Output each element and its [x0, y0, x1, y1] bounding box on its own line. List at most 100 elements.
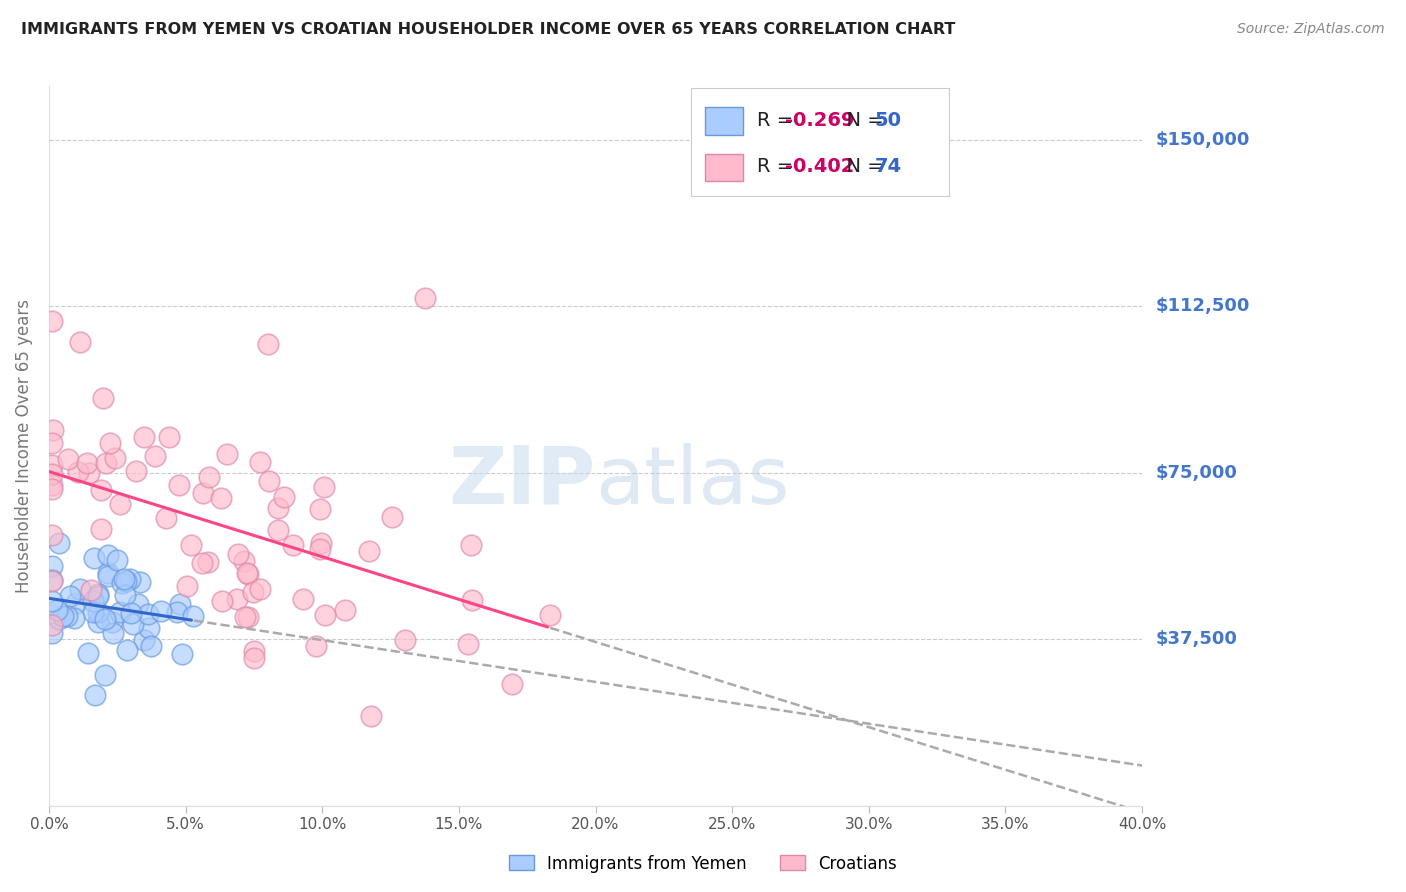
- Point: [80, 582, 103, 597]
- Point: [82, 594, 104, 608]
- Point: [238, 567, 260, 582]
- Text: 50: 50: [875, 111, 901, 129]
- Point: [77, 466, 100, 480]
- Point: [267, 523, 290, 537]
- Point: [48, 536, 70, 550]
- Point: [281, 538, 304, 552]
- Point: [225, 591, 247, 606]
- Point: [333, 603, 356, 617]
- Text: IMMIGRANTS FROM YEMEN VS CROATIAN HOUSEHOLDER INCOME OVER 65 YEARS CORRELATION C: IMMIGRANTS FROM YEMEN VS CROATIAN HOUSEH…: [21, 22, 956, 37]
- Point: [69, 582, 91, 597]
- Point: [56, 451, 79, 466]
- Point: [41, 594, 63, 608]
- Text: N =: N =: [834, 111, 890, 129]
- FancyBboxPatch shape: [690, 87, 949, 196]
- Point: [233, 609, 256, 624]
- Point: [139, 639, 162, 653]
- Point: [97, 549, 120, 563]
- Point: [380, 509, 402, 524]
- Point: [124, 464, 146, 478]
- Point: [176, 579, 198, 593]
- Point: [59, 589, 82, 603]
- Point: [211, 594, 233, 608]
- Point: [98, 435, 121, 450]
- Point: [87, 605, 110, 619]
- FancyBboxPatch shape: [704, 107, 744, 135]
- Point: [242, 585, 264, 599]
- Point: [41, 574, 63, 589]
- Point: [236, 610, 259, 624]
- Point: [170, 647, 193, 661]
- Point: [191, 485, 214, 500]
- Point: [215, 447, 238, 461]
- Point: [166, 605, 188, 619]
- Point: [460, 538, 482, 552]
- Point: [97, 569, 120, 583]
- Text: $112,500: $112,500: [1156, 297, 1250, 315]
- Point: [134, 430, 156, 444]
- Point: [52, 608, 75, 623]
- Point: [87, 587, 110, 601]
- Point: [243, 644, 266, 658]
- Point: [145, 450, 167, 464]
- Text: -0.402: -0.402: [785, 157, 853, 177]
- Point: [115, 643, 138, 657]
- Point: [87, 615, 110, 630]
- Point: [249, 582, 271, 596]
- Point: [538, 607, 561, 622]
- Point: [41, 558, 63, 573]
- Point: [180, 537, 202, 551]
- Y-axis label: Householder Income Over 65 years: Householder Income Over 65 years: [15, 299, 32, 593]
- Point: [314, 480, 336, 494]
- Point: [87, 589, 110, 603]
- Point: [66, 466, 89, 480]
- Point: [127, 597, 149, 611]
- Point: [94, 611, 117, 625]
- Point: [360, 708, 382, 723]
- Point: [257, 337, 280, 351]
- Point: [101, 626, 124, 640]
- Point: [115, 574, 138, 588]
- Text: ZIP: ZIP: [449, 443, 596, 521]
- Text: atlas: atlas: [596, 443, 790, 521]
- Text: -0.269: -0.269: [785, 111, 855, 129]
- Point: [155, 511, 177, 525]
- Point: [226, 547, 249, 561]
- Point: [56, 608, 79, 623]
- Point: [136, 607, 159, 621]
- Point: [181, 608, 204, 623]
- FancyBboxPatch shape: [704, 154, 744, 181]
- Point: [83, 551, 105, 566]
- Point: [266, 500, 288, 515]
- Point: [41, 314, 63, 328]
- Point: [91, 391, 114, 405]
- Point: [82, 605, 104, 619]
- Point: [169, 597, 191, 611]
- Point: [132, 632, 155, 647]
- Point: [90, 483, 112, 498]
- Point: [198, 470, 221, 484]
- Point: [236, 566, 259, 580]
- Point: [209, 491, 232, 505]
- Point: [76, 647, 98, 661]
- Point: [291, 592, 314, 607]
- Point: [94, 457, 117, 471]
- Point: [457, 637, 479, 651]
- Point: [63, 611, 86, 625]
- Point: [111, 576, 134, 591]
- Point: [273, 490, 295, 504]
- Point: [259, 474, 281, 488]
- Point: [461, 592, 484, 607]
- Point: [242, 651, 264, 665]
- Legend: Immigrants from Yemen, Croatians: Immigrants from Yemen, Croatians: [502, 848, 904, 880]
- Point: [100, 615, 122, 629]
- Point: [191, 556, 214, 570]
- Point: [41, 478, 63, 492]
- Point: [120, 572, 142, 586]
- Point: [41, 574, 63, 588]
- Text: $37,500: $37,500: [1156, 630, 1237, 648]
- Point: [94, 668, 117, 682]
- Point: [308, 542, 330, 557]
- Point: [309, 536, 332, 550]
- Text: N =: N =: [834, 157, 890, 177]
